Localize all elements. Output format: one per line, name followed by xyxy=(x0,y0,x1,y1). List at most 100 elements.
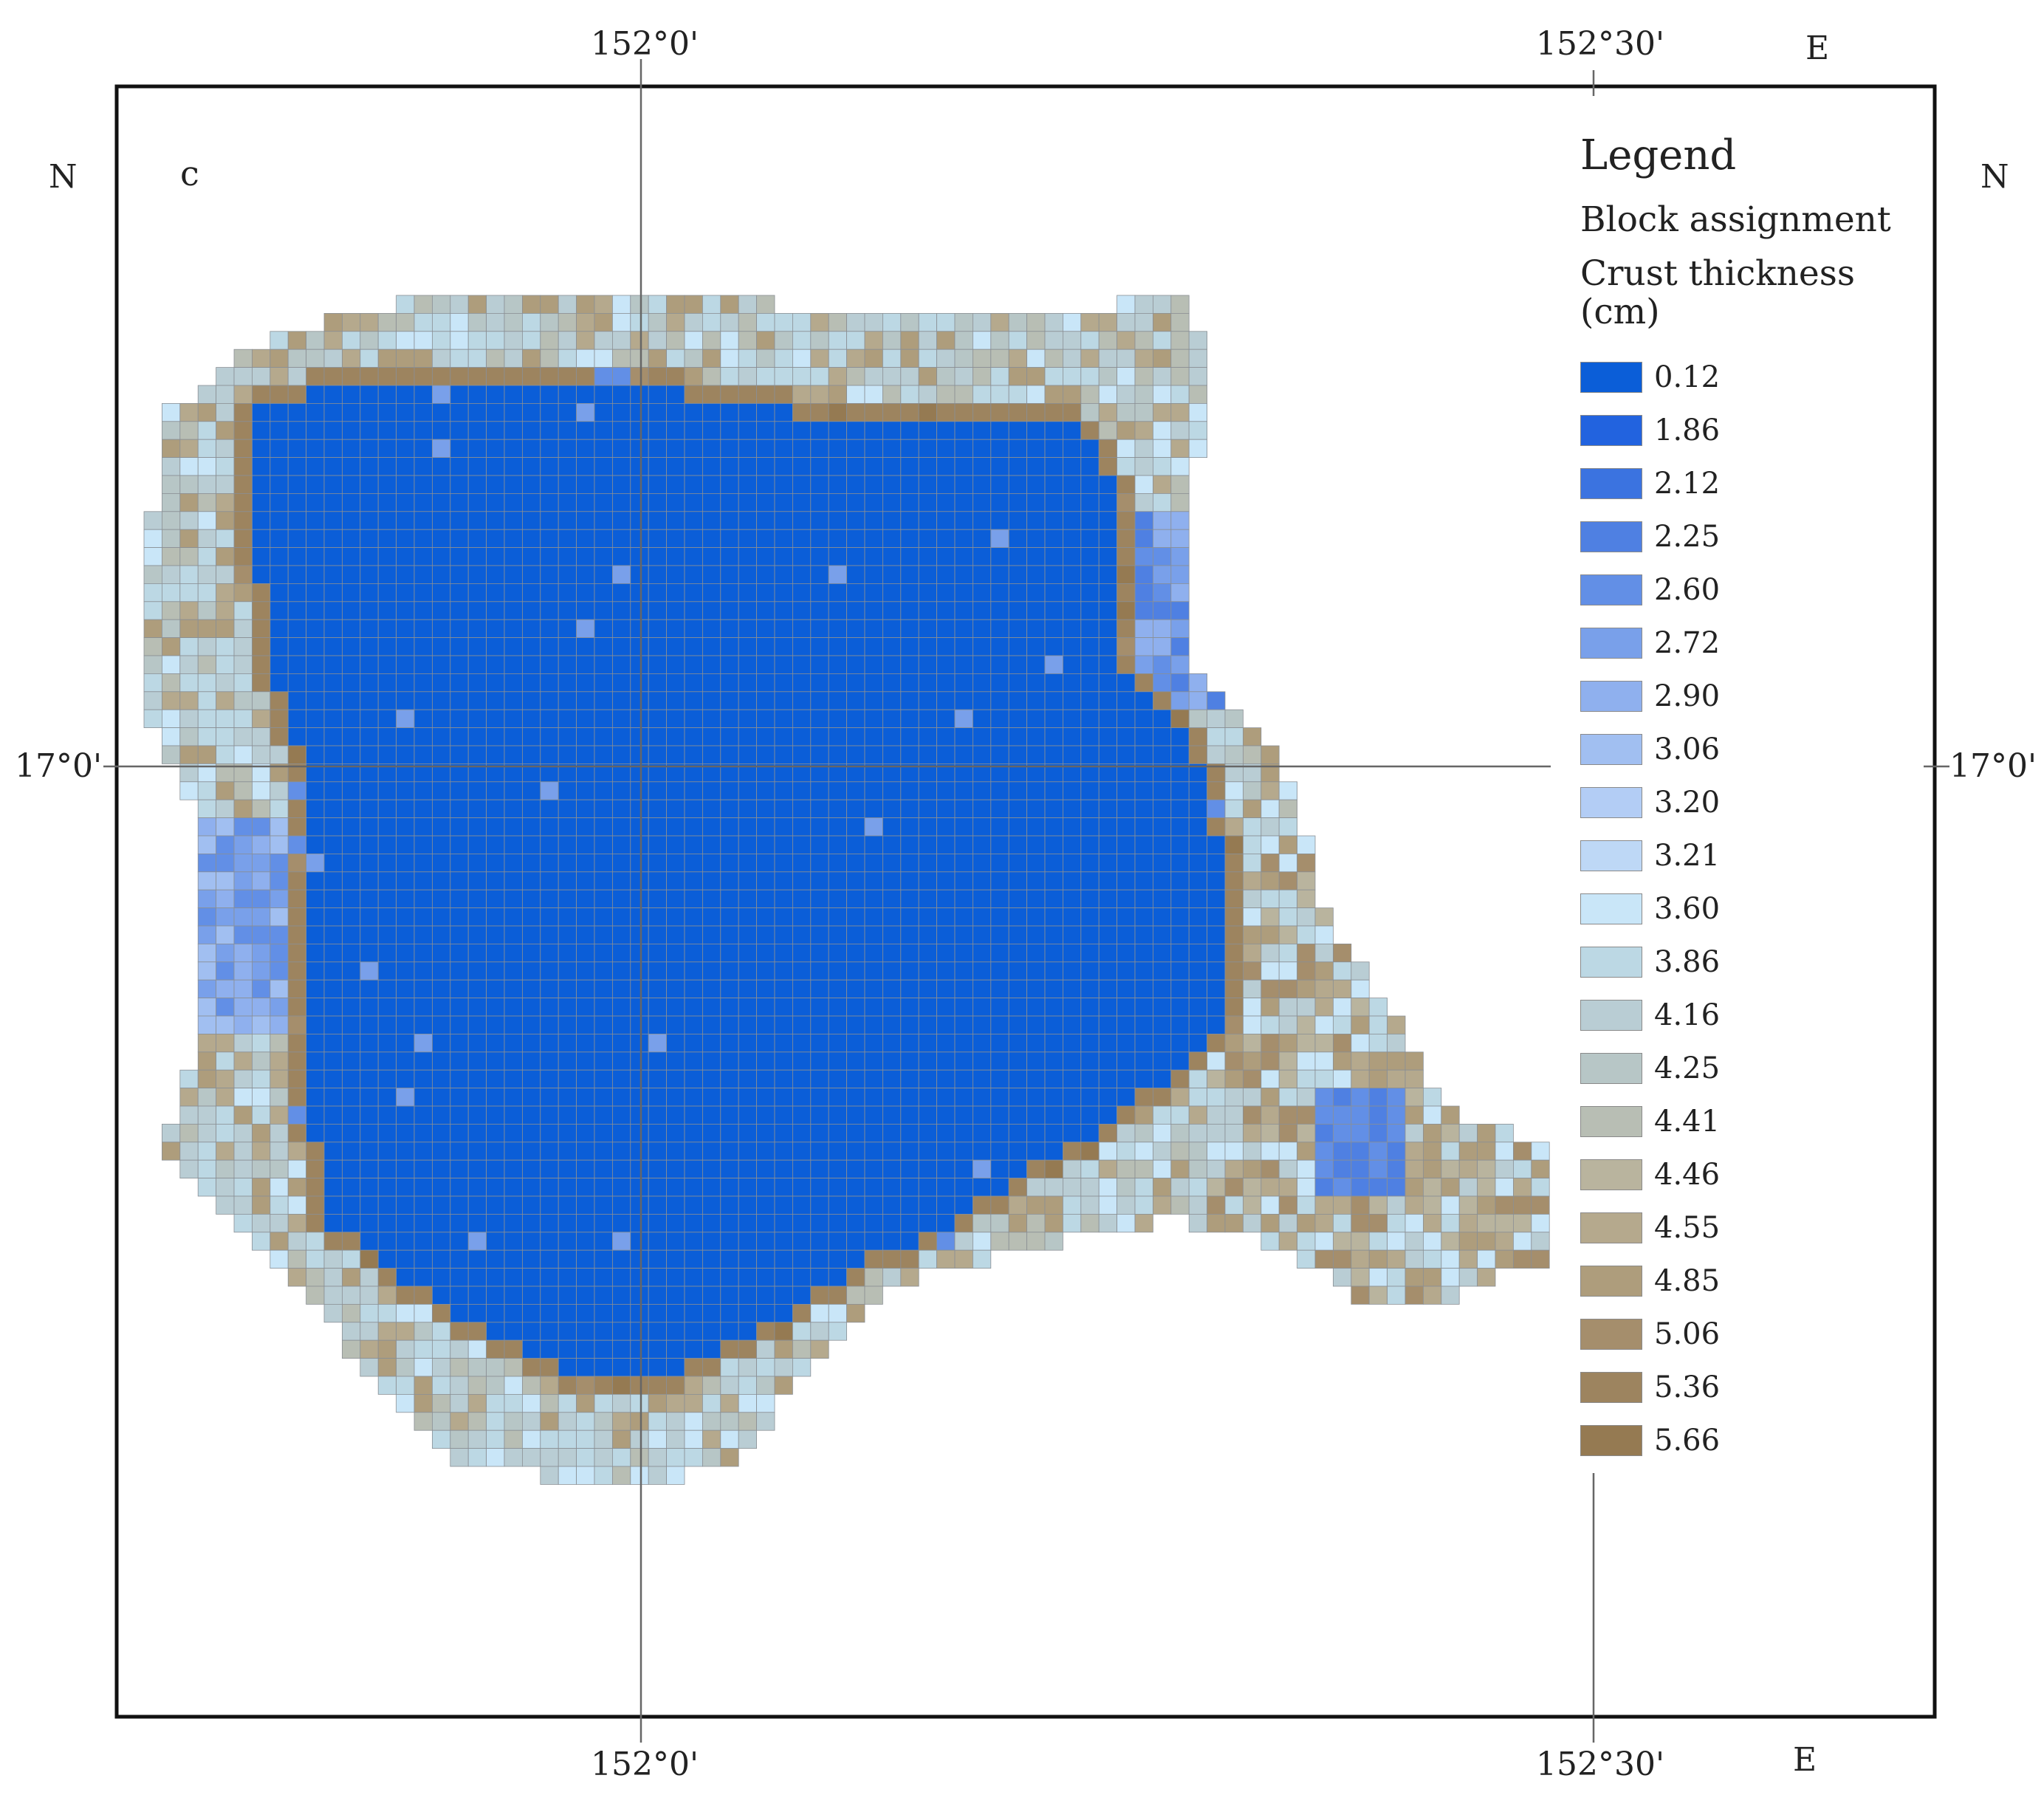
grid-cell xyxy=(774,979,793,998)
grid-cell xyxy=(1026,1034,1046,1053)
grid-cell xyxy=(900,367,919,386)
grid-cell xyxy=(396,1376,415,1395)
grid-cell xyxy=(792,1268,812,1287)
grid-cell xyxy=(467,601,487,620)
grid-cell xyxy=(864,637,883,656)
grid-cell xyxy=(251,1178,271,1197)
grid-cell xyxy=(720,403,739,422)
grid-cell xyxy=(576,1322,595,1341)
grid-cell xyxy=(1188,1178,1207,1197)
grid-cell xyxy=(738,439,758,459)
grid-cell xyxy=(1153,961,1172,981)
grid-cell xyxy=(1477,1195,1496,1215)
grid-cell xyxy=(792,493,812,512)
grid-cell xyxy=(576,1051,595,1071)
grid-cell xyxy=(954,529,973,549)
grid-cell xyxy=(612,709,631,729)
grid-cell xyxy=(504,1286,523,1305)
grid-cell xyxy=(396,1088,415,1107)
legend-item: 2.12 xyxy=(1580,457,1935,510)
grid-cell xyxy=(648,565,668,584)
grid-cell xyxy=(540,1178,559,1197)
grid-cell xyxy=(594,781,613,800)
grid-cell xyxy=(720,854,739,873)
grid-cell xyxy=(864,619,883,639)
grid-cell xyxy=(630,1339,649,1359)
grid-cell xyxy=(918,1142,937,1161)
grid-cell xyxy=(990,835,1009,854)
grid-cell xyxy=(1297,1142,1316,1161)
grid-cell xyxy=(270,871,289,890)
grid-cell xyxy=(594,673,613,693)
grid-cell xyxy=(792,1214,812,1233)
grid-cell xyxy=(756,1015,775,1034)
grid-cell xyxy=(666,691,685,710)
grid-cell xyxy=(233,421,253,440)
grid-cell xyxy=(467,691,487,710)
grid-cell xyxy=(738,1015,758,1034)
grid-cell xyxy=(197,871,217,890)
grid-cell xyxy=(341,817,361,837)
grid-cell xyxy=(954,673,973,693)
grid-cell xyxy=(504,871,523,890)
grid-cell xyxy=(1188,349,1207,368)
grid-cell xyxy=(1531,1232,1550,1251)
grid-cell xyxy=(540,1088,559,1107)
grid-cell xyxy=(251,1195,271,1215)
lon-label-top-left: 152°0' xyxy=(591,25,699,63)
grid-cell xyxy=(828,871,847,890)
grid-cell xyxy=(846,799,865,818)
grid-cell xyxy=(810,979,829,998)
grid-cell xyxy=(882,331,902,350)
grid-cell xyxy=(648,367,668,386)
grid-cell xyxy=(450,367,469,386)
grid-cell xyxy=(936,637,956,656)
grid-cell xyxy=(990,637,1009,656)
grid-cell xyxy=(1134,854,1153,873)
grid-cell xyxy=(630,907,649,927)
grid-cell xyxy=(774,1124,793,1143)
grid-cell xyxy=(1261,1142,1280,1161)
grid-cell xyxy=(1368,1159,1388,1178)
grid-cell xyxy=(973,871,992,890)
grid-cell xyxy=(197,1178,217,1197)
grid-cell xyxy=(990,889,1009,908)
grid-cell xyxy=(990,709,1009,729)
grid-cell xyxy=(612,1412,631,1431)
grid-cell xyxy=(486,979,505,998)
grid-cell xyxy=(576,1249,595,1269)
grid-cell xyxy=(973,727,992,747)
grid-cell xyxy=(612,1214,631,1233)
grid-cell xyxy=(1368,1286,1388,1305)
grid-cell xyxy=(1387,1088,1406,1107)
grid-cell xyxy=(1098,781,1117,800)
grid-cell xyxy=(666,799,685,818)
grid-cell xyxy=(377,709,397,729)
grid-cell xyxy=(900,1088,919,1107)
grid-cell xyxy=(486,421,505,440)
legend-item: 5.36 xyxy=(1580,1361,1935,1414)
grid-cell xyxy=(161,691,181,710)
grid-cell xyxy=(216,529,235,549)
grid-cell xyxy=(396,295,415,314)
grid-cell xyxy=(756,854,775,873)
grid-cell xyxy=(684,1430,703,1449)
grid-cell xyxy=(684,925,703,944)
grid-cell xyxy=(666,439,685,459)
grid-cell xyxy=(630,979,649,998)
grid-cell xyxy=(197,1088,217,1107)
grid-cell xyxy=(648,944,668,963)
grid-cell xyxy=(486,529,505,549)
grid-cell xyxy=(900,799,919,818)
grid-cell xyxy=(432,511,451,530)
grid-cell xyxy=(1026,781,1046,800)
grid-cell xyxy=(1423,1286,1442,1305)
grid-cell xyxy=(936,1214,956,1233)
grid-cell xyxy=(1026,1178,1046,1197)
grid-cell xyxy=(1098,871,1117,890)
grid-cell xyxy=(918,835,937,854)
grid-cell xyxy=(360,1232,379,1251)
grid-cell xyxy=(323,961,343,981)
grid-cell xyxy=(396,349,415,368)
grid-cell xyxy=(1153,1178,1172,1197)
